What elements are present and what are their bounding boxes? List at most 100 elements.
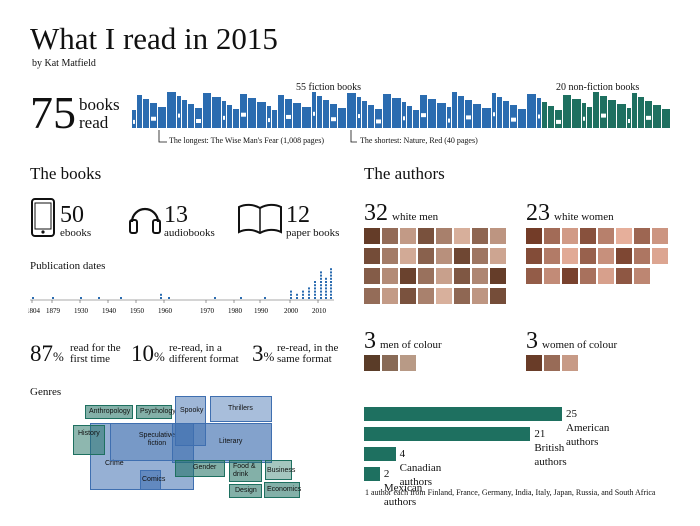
fiction-book	[402, 102, 406, 128]
pubdate-dot	[314, 290, 316, 293]
pubdate-dot	[240, 297, 242, 299]
shortest-note: The shortest: Nature, Red (40 pages)	[360, 136, 478, 145]
pubdate-dot	[325, 293, 327, 296]
book-spine-band	[178, 113, 180, 118]
reread-same-value: 3	[252, 341, 264, 366]
author-portrait	[400, 228, 416, 244]
reread-different-sym: %	[154, 349, 165, 364]
fiction-book	[497, 97, 502, 128]
author-portrait	[418, 248, 434, 264]
nationality-bar	[364, 407, 562, 421]
author-portrait	[544, 355, 560, 371]
fiction-book	[150, 103, 157, 128]
fiction-book	[267, 106, 271, 128]
nationality-footnote: 1 author each from Finland, France, Germ…	[365, 488, 656, 497]
genre-spooky: Spooky	[175, 396, 206, 446]
genre-comics: Comics	[140, 470, 165, 490]
fiction-book	[167, 92, 176, 128]
reread-same-stat: 3%	[252, 342, 274, 366]
genre-gender: Gender	[175, 460, 225, 477]
pubdate-dot	[330, 271, 332, 274]
fiction-book	[510, 105, 517, 128]
shelf-annotations	[158, 130, 357, 143]
book-spine-band	[151, 116, 156, 121]
women-of-colour-group: 3 women of colour	[526, 328, 617, 354]
author-portrait	[544, 268, 560, 284]
fiction-book	[312, 92, 316, 128]
reread-same-line2: same format	[277, 353, 332, 365]
nonfiction-book	[627, 108, 631, 128]
fiction-book	[537, 98, 541, 128]
first-time-line1: read for the	[70, 342, 121, 354]
book-spine-band	[601, 113, 606, 118]
author-portrait	[418, 268, 434, 284]
author-portrait	[364, 288, 380, 304]
nonfiction-book	[638, 97, 644, 128]
nationality-label: 21 British authors	[534, 428, 567, 468]
total-books-label-line2: read	[79, 113, 109, 132]
fiction-book	[362, 101, 367, 128]
pubdate-dot	[290, 297, 292, 299]
author-portrait	[454, 268, 470, 284]
author-portrait	[598, 248, 614, 264]
book-spine-band	[403, 116, 405, 121]
author-portrait	[436, 228, 452, 244]
author-portrait	[400, 355, 416, 371]
fiction-book	[428, 99, 436, 128]
pubdate-dot	[32, 297, 34, 299]
author-portrait	[634, 248, 650, 264]
first-time-sym: %	[53, 349, 64, 364]
genre-food-drink: Food & drink	[229, 460, 262, 482]
nationality-bar	[364, 447, 396, 461]
nonfiction-book	[645, 101, 652, 128]
open-book-icon	[238, 203, 282, 235]
pubdate-dot	[308, 290, 310, 293]
pubdates-chart: 1804 1879 1930 1940 1950 1960 1970 1980 1990 2000…	[28, 268, 334, 315]
author-portrait	[472, 288, 488, 304]
paper-books-count: 12	[286, 202, 310, 228]
fiction-book	[383, 94, 391, 128]
pubdate-dot	[308, 287, 310, 290]
white-women-group: 23 white women	[526, 200, 614, 226]
fiction-book	[272, 110, 277, 128]
pubdate-dot	[330, 293, 332, 296]
pubdate-dot	[314, 284, 316, 287]
first-time-value: 87	[30, 341, 53, 366]
genre-comics-label: Comics	[142, 476, 166, 483]
author-portrait	[400, 288, 416, 304]
genre-business-label: Business	[267, 467, 296, 474]
pubdate-dot	[98, 297, 100, 299]
author-portrait	[616, 228, 632, 244]
author-portrait	[490, 288, 506, 304]
genre-design-label: Design	[235, 487, 257, 494]
shortest-arrow	[350, 130, 357, 143]
author-portrait	[652, 248, 668, 264]
genre-thrillers-label: Thrillers	[228, 405, 253, 412]
byline: by Kat Matfield	[32, 58, 96, 69]
nationality-label: 2 Mexican authors	[383, 468, 423, 508]
first-time-stat: 87%	[30, 342, 64, 366]
author-portrait	[598, 268, 614, 284]
genre-psychology-label: Psychology	[140, 408, 176, 415]
pubdate-dot	[314, 287, 316, 290]
author-portrait	[634, 228, 650, 244]
book-spine-band	[556, 119, 561, 124]
fiction-book	[392, 98, 401, 128]
nonfiction-book	[587, 107, 592, 128]
fiction-book	[458, 96, 464, 128]
author-portrait	[364, 268, 380, 284]
book-spine-band	[331, 117, 336, 122]
pubdate-tick-label: 1960	[158, 307, 173, 315]
nationality-label: 25 American authors	[566, 408, 610, 448]
total-books-count: 75	[30, 87, 76, 138]
pubdate-tick-label: 1950	[130, 307, 145, 315]
pubdate-dot	[330, 284, 332, 287]
pubdate-tick-label: 1940	[102, 307, 117, 315]
author-portrait	[580, 268, 596, 284]
pubdate-tick-label: 1804	[28, 307, 41, 315]
reread-different-label: re-read, in a different format	[169, 343, 239, 365]
pubdate-dot	[308, 293, 310, 296]
fiction-book	[447, 107, 451, 128]
author-portrait	[382, 268, 398, 284]
fiction-book	[248, 98, 256, 128]
